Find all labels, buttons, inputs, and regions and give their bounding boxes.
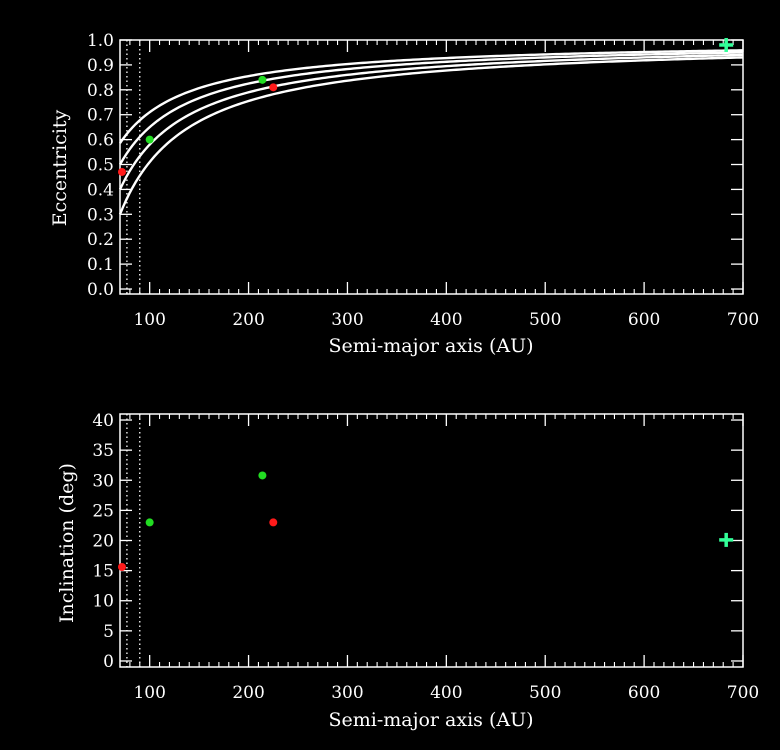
eccentricity-axes-frame (119, 39, 744, 295)
inclination-y-tick-label: 0 (103, 652, 114, 672)
inclination-cross-marker (719, 532, 734, 547)
inclination-x-tick-label: 500 (529, 683, 561, 703)
eccentricity-x-axis-title: Semi-major axis (AU) (328, 335, 533, 357)
eccentricity-cross-marker (719, 37, 734, 52)
inclination-y-tick-label: 10 (92, 592, 114, 612)
eccentricity-x-tick-label: 500 (529, 310, 561, 330)
eccentricity-y-tick-label: 0.0 (87, 280, 114, 300)
eccentricity-y-tick-label: 0.8 (87, 81, 114, 101)
eccentricity-green-point (258, 75, 267, 84)
eccentricity-y-tick-label: 0.7 (87, 106, 114, 126)
inclination-y-tick-label: 5 (103, 622, 114, 642)
inclination-x-tick-label: 300 (331, 683, 363, 703)
eccentricity-y-tick-label: 0.2 (87, 230, 114, 250)
inclination-red-point (117, 563, 126, 572)
eccentricity-y-tick-label: 0.5 (87, 156, 114, 176)
eccentricity-y-tick-label: 1.0 (87, 31, 114, 51)
eccentricity-panel: Semi-major axis (AU) Eccentricity 100 200… (49, 31, 759, 357)
inclination-red-point (269, 518, 278, 527)
inclination-panel: Semi-major axis (AU) Inclination (deg) 1… (56, 411, 759, 731)
inclination-x-tick-label: 200 (232, 683, 264, 703)
eccentricity-green-point (145, 135, 154, 144)
inclination-x-tick-label: 600 (628, 683, 660, 703)
eccentricity-y-tick-label: 0.1 (87, 255, 114, 275)
eccentricity-red-point (117, 167, 126, 176)
eccentricity-pericenter-curve (118, 56, 744, 215)
eccentricity-y-tick-label: 0.9 (87, 56, 114, 76)
inclination-y-tick-label: 20 (92, 532, 114, 552)
inclination-x-tick-label: 700 (727, 683, 759, 703)
eccentricity-y-axis-title: Eccentricity (49, 109, 71, 226)
inclination-y-tick-label: 35 (92, 441, 114, 461)
eccentricity-y-tick-label: 0.4 (87, 180, 114, 200)
inclination-x-tick-label: 400 (430, 683, 462, 703)
inclination-y-tick-label: 30 (92, 471, 114, 491)
inclination-y-tick-label: 15 (92, 562, 114, 582)
eccentricity-red-point (269, 83, 278, 92)
eccentricity-x-tick-label: 200 (232, 310, 264, 330)
inclination-green-point (145, 518, 154, 527)
eccentricity-x-tick-label: 600 (628, 310, 660, 330)
eccentricity-y-tick-label: 0.3 (87, 205, 114, 225)
eccentricity-x-tick-label: 100 (133, 310, 165, 330)
eccentricity-pericenter-curve (118, 51, 744, 166)
inclination-x-tick-label: 100 (133, 683, 165, 703)
eccentricity-x-tick-label: 300 (331, 310, 363, 330)
eccentricity-pericenter-curve (118, 53, 744, 190)
eccentricity-x-tick-label: 700 (727, 310, 759, 330)
inclination-y-tick-label: 40 (92, 411, 114, 431)
inclination-x-axis-title: Semi-major axis (AU) (328, 709, 533, 731)
inclination-y-axis-title: Inclination (deg) (56, 463, 78, 623)
eccentricity-y-tick-label: 0.6 (87, 131, 114, 151)
inclination-y-tick-label: 25 (92, 501, 114, 521)
eccentricity-pericenter-curve (119, 49, 744, 144)
eccentricity-x-tick-label: 400 (430, 310, 462, 330)
inclination-green-point (258, 471, 267, 480)
